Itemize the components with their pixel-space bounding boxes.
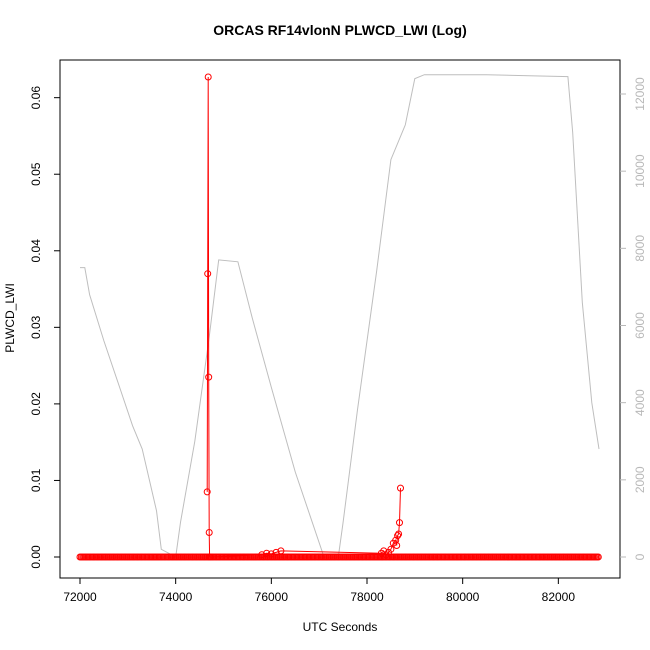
x-axis-label: UTC Seconds xyxy=(303,620,378,634)
left-y-axis: 0.00 0.01 0.02 0.03 0.04 0.05 0.06 xyxy=(29,86,60,569)
plwcd-point xyxy=(387,545,395,553)
plwcd-point xyxy=(395,530,403,538)
plwcd-point xyxy=(380,547,388,555)
plwcd-point xyxy=(382,551,390,559)
plwcd-point xyxy=(397,484,404,492)
y-tick-label: 0.03 xyxy=(29,315,43,339)
plot-frame xyxy=(59,59,621,579)
y2-tick-label: 0 xyxy=(633,553,647,560)
plwcd-point xyxy=(204,270,212,278)
y-tick-label: 0.02 xyxy=(29,392,43,416)
plwcd-point xyxy=(205,529,213,536)
y-tick-label: 0.06 xyxy=(29,86,43,110)
y-axis-label: PLWCD_LWI xyxy=(3,283,17,353)
y-tick-label: 0.01 xyxy=(29,468,43,492)
plwcd-point xyxy=(394,532,402,540)
plwcd-point xyxy=(396,519,403,527)
y-tick-label: 0.04 xyxy=(29,239,43,263)
y2-tick-label: 10000 xyxy=(633,154,647,188)
y2-tick-label: 2000 xyxy=(633,466,647,493)
plwcd-point xyxy=(377,549,385,557)
plwcd-point xyxy=(272,548,280,556)
series-layer xyxy=(76,73,602,561)
right-y-axis: 0 2000 4000 6000 8000 10000 12000 xyxy=(620,77,647,560)
plwcd-series-line xyxy=(206,76,401,558)
plwcd-point xyxy=(263,549,271,557)
y-tick-label: 0.00 xyxy=(29,545,43,569)
plwcd-point xyxy=(277,547,285,555)
baseline-point xyxy=(594,553,602,561)
x-tick-label: 80000 xyxy=(446,590,480,604)
y2-tick-label: 12000 xyxy=(633,77,647,111)
x-tick-label: 74000 xyxy=(159,590,193,604)
altitude-series-line xyxy=(80,74,600,558)
x-tick-label: 72000 xyxy=(63,590,97,604)
y2-tick-label: 6000 xyxy=(633,312,647,339)
x-axis: 72000 74000 76000 78000 80000 82000 xyxy=(63,578,575,604)
plwcd-point xyxy=(204,73,212,81)
plwcd-point xyxy=(258,551,266,559)
y2-tick-label: 8000 xyxy=(633,235,647,262)
plwcd-point xyxy=(392,536,400,544)
x-tick-label: 82000 xyxy=(542,590,576,604)
plwcd-point xyxy=(267,550,275,558)
chart-title: ORCAS RF14vlonN PLWCD_LWI (Log) xyxy=(213,22,467,38)
x-tick-label: 78000 xyxy=(350,590,384,604)
x-tick-label: 76000 xyxy=(255,590,289,604)
plwcd-point xyxy=(206,553,214,561)
plwcd-point xyxy=(203,488,211,496)
plwcd-point xyxy=(393,542,401,549)
y2-tick-label: 4000 xyxy=(633,389,647,416)
y-tick-label: 0.05 xyxy=(29,162,43,186)
plwcd-point xyxy=(205,373,213,381)
